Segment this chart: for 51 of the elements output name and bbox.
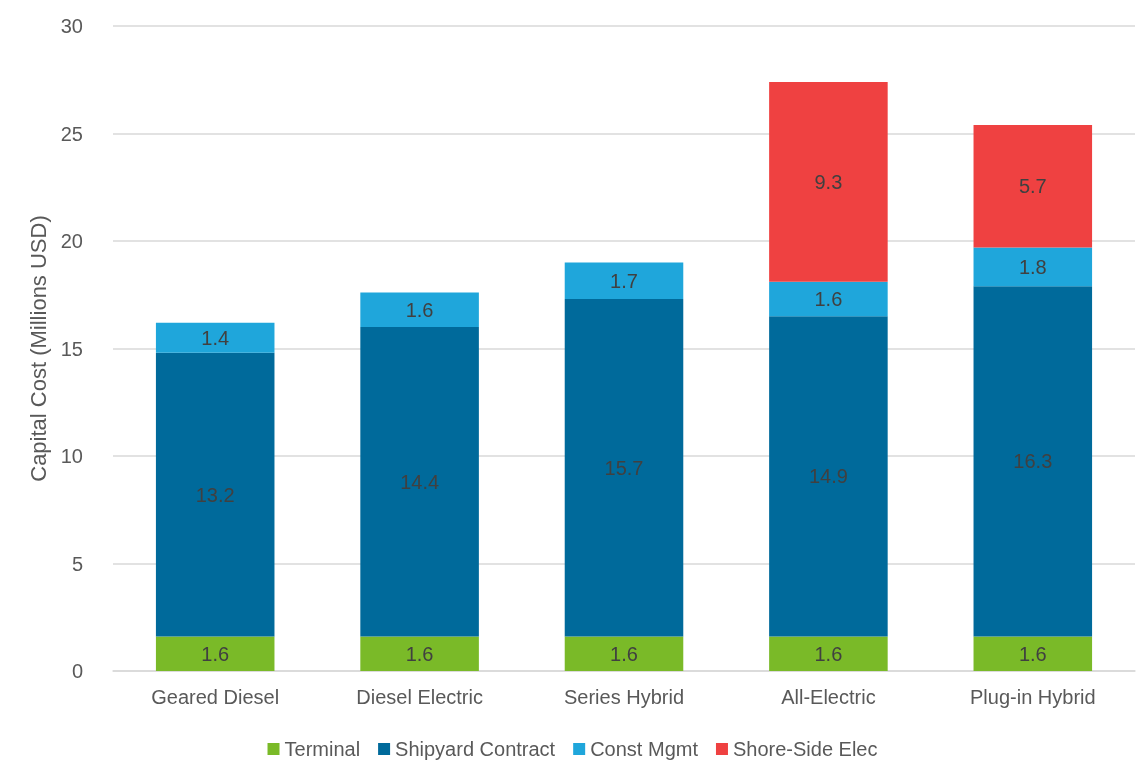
bar	[973, 636, 1093, 671]
data-label: 1.6	[405, 642, 434, 665]
bar	[769, 81, 888, 282]
y-tick-label: 10	[60, 445, 83, 467]
bar	[973, 286, 1093, 637]
legend-label: Const Mgmt	[590, 738, 699, 760]
legend-label: Shipyard Contract	[395, 738, 556, 760]
bar	[155, 322, 275, 353]
bar	[155, 636, 275, 671]
data-label: 13.2	[195, 483, 235, 506]
x-tick-label: Series Hybrid	[563, 686, 685, 708]
bar	[564, 636, 684, 671]
data-label: 5.7	[1018, 175, 1047, 198]
x-tick-label: Geared Diesel	[151, 686, 280, 708]
y-tick-label: 5	[71, 552, 83, 575]
data-label: 1.8	[1018, 255, 1047, 278]
data-label: 1.6	[201, 642, 230, 665]
bar	[973, 124, 1093, 248]
data-label: 16.3	[1013, 450, 1053, 473]
bar	[360, 327, 479, 637]
bar	[769, 636, 888, 671]
y-axis-title: Capital Cost (Millions USD)	[26, 215, 52, 482]
data-label: 1.6	[405, 298, 434, 321]
x-tick-label: Diesel Electric	[356, 686, 483, 708]
legend-label: Terminal	[284, 738, 361, 760]
x-tick-label: All-Electric	[781, 686, 876, 708]
data-label: 15.7	[604, 456, 644, 479]
bar	[769, 281, 888, 317]
bar	[769, 316, 888, 637]
data-label: 9.3	[814, 170, 843, 193]
bar	[973, 247, 1093, 287]
y-tick-label: 0	[71, 660, 83, 682]
data-label: 1.7	[610, 269, 638, 292]
data-label: 1.6	[610, 642, 638, 665]
y-tick-label: 25	[60, 122, 83, 145]
bar	[155, 352, 275, 637]
y-tick-label: 30	[60, 15, 83, 37]
bar	[564, 299, 684, 637]
data-label: 1.6	[814, 642, 843, 665]
legend-label: Shore-Side Elec	[732, 738, 878, 760]
data-label: 1.6	[1018, 642, 1047, 665]
x-tick-label: Plug-in Hybrid	[970, 686, 1096, 708]
y-tick-label: 15	[60, 337, 83, 360]
bar	[360, 292, 479, 327]
data-label: 1.6	[814, 288, 843, 311]
data-label: 14.4	[400, 470, 440, 493]
y-tick-label: 20	[60, 230, 83, 252]
bar	[360, 636, 479, 671]
data-label: 14.9	[808, 465, 848, 488]
bar	[564, 262, 684, 300]
data-label: 1.4	[201, 326, 230, 349]
